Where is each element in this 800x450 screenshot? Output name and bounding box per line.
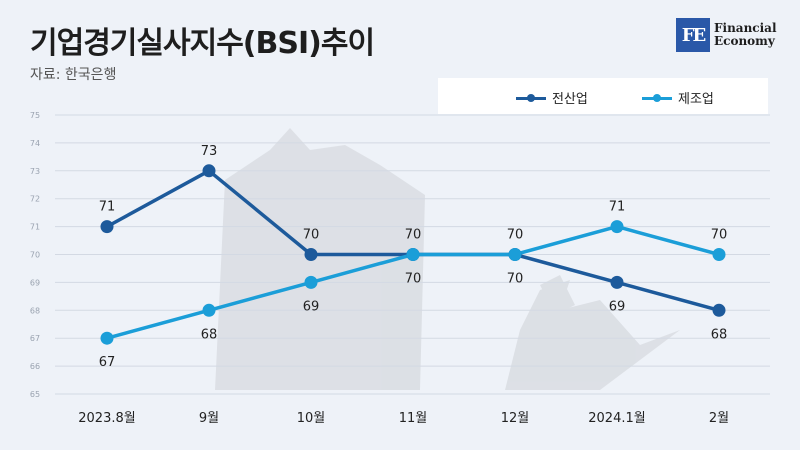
data-point-manufacturing	[304, 275, 318, 289]
logo-line-2: Economy	[714, 34, 775, 48]
data-point-all-industry	[712, 303, 726, 317]
x-tick-label: 11월	[399, 411, 428, 426]
data-point-all-industry	[304, 248, 318, 261]
data-label-manufacturing: 69	[303, 299, 320, 314]
y-tick-label: 65	[30, 390, 40, 399]
x-tick-label: 2024.1월	[588, 411, 645, 426]
data-point-all-industry	[100, 220, 114, 234]
legend-label-all-industry: 전산업	[552, 92, 588, 107]
data-label-all-industry: 70	[405, 228, 422, 243]
x-tick-label: 10월	[297, 411, 326, 426]
data-label-all-industry: 70	[303, 228, 320, 243]
x-tick-label: 9월	[199, 411, 219, 426]
data-label-manufacturing: 71	[609, 200, 626, 215]
y-tick-label: 74	[30, 139, 40, 148]
source-note: 자료: 한국은행	[30, 67, 117, 83]
data-label-manufacturing: 70	[405, 272, 422, 287]
data-label-manufacturing: 70	[507, 272, 524, 287]
legend-item-manufacturing: 제조업	[642, 88, 714, 107]
data-label-all-industry: 69	[609, 299, 626, 314]
legend-label-manufacturing: 제조업	[678, 92, 714, 107]
data-point-manufacturing	[100, 331, 114, 345]
y-tick-label: 67	[30, 334, 40, 343]
data-point-all-industry	[610, 275, 624, 289]
data-label-all-industry: 68	[711, 327, 728, 342]
data-label-manufacturing: 68	[201, 327, 218, 342]
data-point-manufacturing	[508, 248, 522, 261]
y-tick-label: 70	[30, 251, 40, 260]
logo: FE Financial Economy	[676, 18, 777, 52]
legend-swatch-manufacturing	[642, 91, 672, 105]
data-point-manufacturing	[610, 220, 624, 234]
data-label-manufacturing: 70	[711, 228, 728, 243]
data-point-manufacturing	[712, 248, 726, 261]
legend: 전산업 제조업	[438, 78, 768, 114]
x-tick-label: 2023.8월	[78, 411, 135, 426]
data-label-all-industry: 71	[99, 200, 116, 215]
y-tick-label: 73	[30, 167, 40, 176]
x-tick-label: 2월	[709, 411, 729, 426]
legend-item-all-industry: 전산업	[516, 88, 588, 107]
data-point-manufacturing	[406, 248, 420, 261]
data-point-all-industry	[202, 164, 216, 178]
y-tick-label: 75	[30, 111, 40, 120]
background-illustration	[215, 128, 680, 390]
data-label-manufacturing: 67	[99, 355, 116, 370]
data-point-manufacturing	[202, 303, 216, 317]
y-tick-label: 71	[30, 223, 40, 232]
y-tick-label: 69	[30, 278, 40, 287]
y-tick-label: 68	[30, 306, 40, 315]
logo-line-1: Financial	[714, 21, 777, 35]
logo-text: Financial Economy	[714, 22, 777, 48]
page-title: 기업경기실사지수(BSI)추이	[30, 26, 375, 61]
x-tick-label: 12월	[501, 411, 530, 426]
logo-mark: FE	[676, 18, 710, 52]
y-tick-label: 66	[30, 362, 40, 371]
data-label-all-industry: 73	[201, 144, 218, 159]
data-label-all-industry: 70	[507, 228, 524, 243]
y-tick-label: 72	[30, 195, 40, 204]
legend-swatch-all-industry	[516, 91, 546, 105]
